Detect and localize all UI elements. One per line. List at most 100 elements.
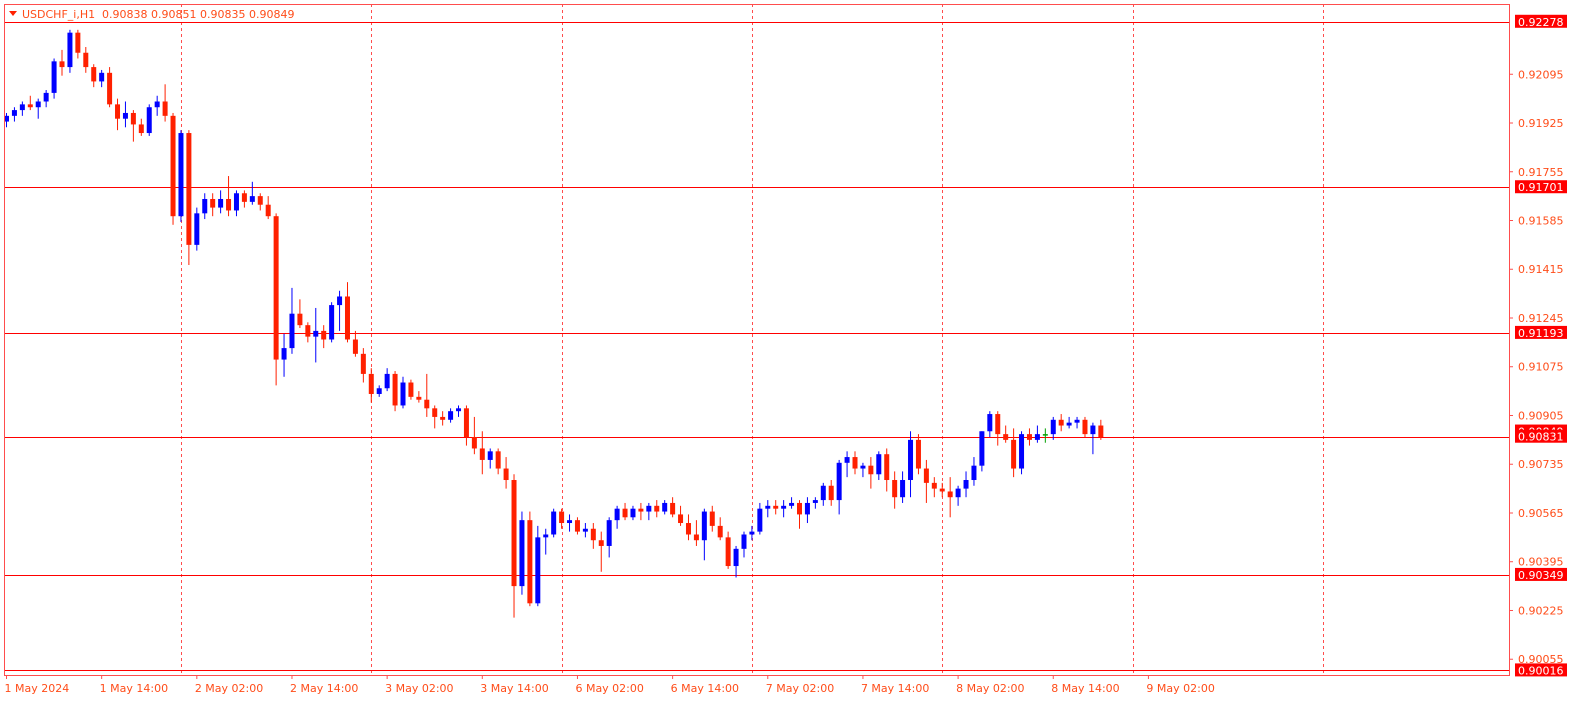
candle-body [202, 198, 208, 214]
candle-body [43, 92, 49, 102]
candle-body [194, 213, 200, 245]
candle-body [955, 488, 961, 498]
candle-body [122, 112, 128, 119]
candle-body [1074, 419, 1080, 423]
candle-body [440, 416, 446, 420]
candle-body [638, 508, 644, 512]
y-tick-label: 0.90735 [1518, 458, 1564, 471]
level-price-tag [1515, 325, 1567, 339]
candle-body [987, 414, 993, 432]
level-price-label: 0.90349 [1518, 569, 1564, 582]
candle-body [773, 505, 779, 509]
candle-body [892, 480, 898, 498]
candle-body [186, 133, 192, 245]
candle-body [804, 502, 810, 515]
candle-body [685, 523, 691, 535]
candle-body [646, 505, 652, 512]
candle-body [527, 520, 533, 604]
candle-body [590, 528, 596, 541]
candle-body [939, 488, 945, 492]
x-tick-label: 2 May 02:00 [195, 682, 263, 695]
candle-body [313, 330, 319, 337]
level-price-label: 0.92278 [1518, 16, 1564, 29]
candle-body [757, 508, 763, 532]
candle-body [931, 482, 937, 489]
candle-body [1003, 434, 1009, 440]
candle-body [971, 465, 977, 481]
x-tick-label: 7 May 14:00 [861, 682, 929, 695]
x-tick-label: 8 May 02:00 [956, 682, 1024, 695]
y-tick-label: 0.91415 [1518, 263, 1564, 276]
x-tick-label: 1 May 14:00 [100, 682, 168, 695]
candle-body [265, 204, 271, 217]
candle-body [297, 313, 303, 326]
candle-body [408, 382, 414, 397]
collapse-triangle-icon[interactable] [9, 11, 17, 16]
symbol-label: USDCHF_i,H1 [22, 8, 95, 21]
candle-body [257, 196, 263, 205]
candle-body [765, 505, 771, 509]
candle-body [344, 296, 350, 340]
candle-body [781, 505, 787, 509]
candle-body [995, 414, 1001, 435]
candle-body [281, 348, 287, 360]
horizontal-levels [4, 22, 1509, 671]
candle-body [249, 196, 255, 202]
candle-body [559, 511, 565, 524]
x-tick-label: 9 May 02:00 [1146, 682, 1214, 695]
candle-body [432, 408, 438, 417]
candle-body [329, 305, 335, 340]
y-tick-label: 0.91585 [1518, 214, 1564, 227]
candle-body [606, 520, 612, 546]
ohlc-readout: 0.90838 0.90851 0.90835 0.90849 [102, 8, 294, 21]
candle-body [11, 110, 17, 116]
candle-body [947, 491, 953, 498]
candle-body [701, 511, 707, 541]
candle-body [598, 540, 604, 546]
candle-body [543, 534, 549, 538]
candle-body [1082, 419, 1088, 435]
candle-body [876, 454, 882, 475]
candle-body [1019, 434, 1025, 469]
candle-body [852, 457, 858, 469]
candle-body [1026, 434, 1032, 440]
candle-body [226, 198, 232, 211]
candle-body [400, 382, 406, 406]
x-tick-label: 3 May 02:00 [385, 682, 453, 695]
y-tick-label: 0.92095 [1518, 68, 1564, 81]
candle-body [1050, 419, 1056, 435]
level-price-tag [1515, 567, 1567, 581]
candle-body [51, 61, 57, 93]
candle-body [337, 296, 343, 306]
candle-body [797, 502, 802, 515]
candle-body [654, 505, 660, 512]
level-price-tag [1515, 14, 1567, 28]
candle-body [519, 520, 525, 587]
candle-body [178, 133, 184, 217]
candle-body [448, 411, 454, 420]
candle-body [392, 373, 398, 406]
candle-body [860, 465, 866, 469]
x-tick-label: 6 May 02:00 [575, 682, 643, 695]
y-tick-label: 0.91075 [1518, 361, 1564, 374]
x-tick-label: 7 May 02:00 [766, 682, 834, 695]
candle-body [35, 101, 41, 108]
candle-body [812, 500, 818, 503]
candle-body [503, 468, 509, 481]
candle-body [289, 313, 295, 349]
candle-body [210, 198, 216, 208]
candle-body [844, 457, 850, 463]
candle-body [1058, 419, 1064, 426]
candle-body [884, 454, 890, 481]
candle-body [115, 104, 121, 119]
candle-body [828, 485, 834, 501]
candle-body [352, 339, 358, 354]
x-tick-label: 6 May 14:00 [671, 682, 739, 695]
candle-body [321, 330, 327, 340]
y-tick-label: 0.90225 [1518, 604, 1564, 617]
candle-body [963, 480, 969, 489]
candle-body [416, 396, 422, 400]
candle-body [154, 101, 160, 108]
